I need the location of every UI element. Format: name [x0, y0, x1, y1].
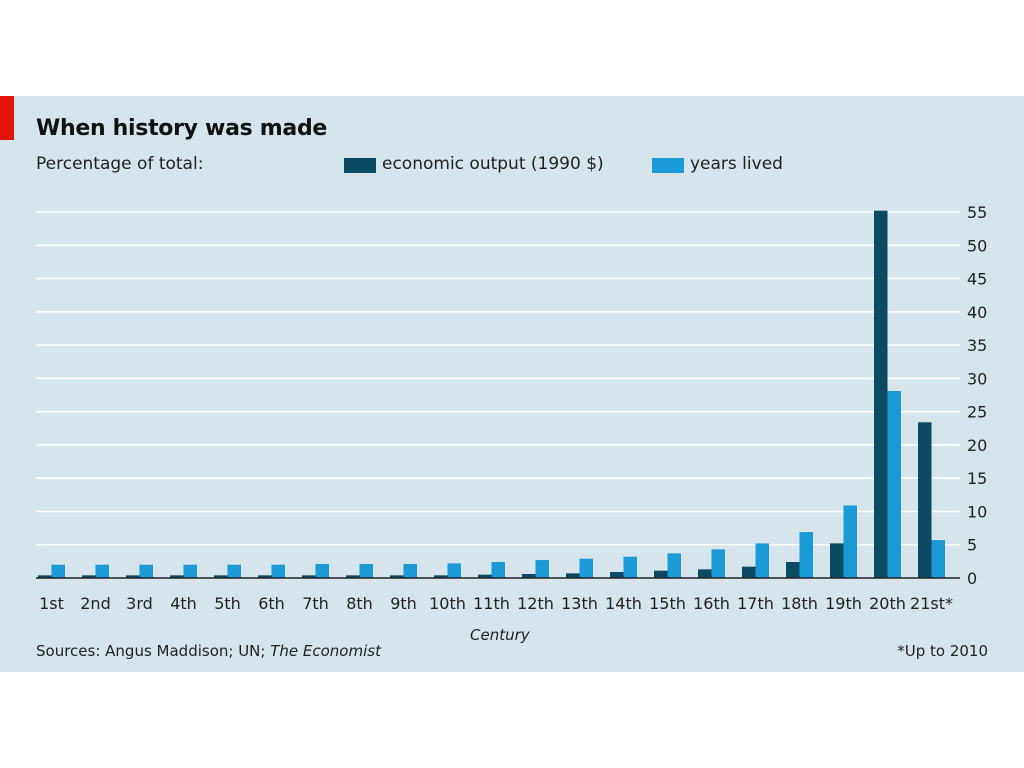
x-tick-label: 15th	[649, 594, 686, 613]
bar-economic-output	[38, 575, 52, 578]
bar-years-lived	[579, 558, 593, 578]
bar-economic-output	[214, 575, 228, 578]
y-tick-label: 20	[967, 436, 987, 455]
bar-years-lived	[403, 564, 417, 578]
bar-economic-output	[522, 574, 536, 578]
bar-years-lived	[535, 560, 549, 578]
source-note: Sources: Angus Maddison; UN; The Economi…	[36, 642, 381, 660]
bar-years-lived	[711, 549, 725, 578]
bar-economic-output	[786, 562, 800, 578]
y-tick-label: 45	[967, 270, 987, 289]
footnote: *Up to 2010	[897, 642, 988, 660]
x-tick-label: 11th	[473, 594, 510, 613]
bar-years-lived	[95, 564, 109, 578]
bar-years-lived	[447, 563, 461, 578]
legend-label-years-lived: years lived	[690, 154, 783, 174]
bar-years-lived	[315, 564, 329, 578]
brand-red-tab	[0, 96, 14, 140]
source-text: Sources: Angus Maddison; UN;	[36, 642, 271, 660]
x-tick-label: 5th	[214, 594, 241, 613]
bar-years-lived	[755, 543, 769, 578]
x-tick-label: 6th	[258, 594, 285, 613]
x-tick-label: 14th	[605, 594, 642, 613]
x-tick-label: 16th	[693, 594, 730, 613]
bar-years-lived	[799, 532, 813, 578]
bar-economic-output	[82, 575, 96, 578]
x-tick-label: 12th	[517, 594, 554, 613]
x-tick-label: 2nd	[80, 594, 110, 613]
bar-years-lived	[271, 564, 285, 578]
y-tick-label: 0	[967, 569, 977, 588]
bar-economic-output	[126, 575, 140, 578]
x-tick-label: 9th	[390, 594, 417, 613]
bar-years-lived	[667, 553, 681, 578]
x-tick-label: 21st*	[910, 594, 953, 613]
source-publication: The Economist	[270, 642, 381, 660]
bar-years-lived	[887, 391, 901, 578]
y-tick-label: 35	[967, 336, 987, 355]
bar-years-lived	[491, 562, 505, 578]
bar-economic-output	[478, 574, 492, 578]
bar-years-lived	[139, 564, 153, 578]
x-tick-label: 19th	[825, 594, 862, 613]
y-tick-label: 50	[967, 236, 987, 255]
y-tick-label: 5	[967, 536, 977, 555]
x-axis-title: Century	[470, 626, 530, 644]
x-tick-label: 20th	[869, 594, 906, 613]
bar-years-lived	[183, 564, 197, 578]
bar-years-lived	[359, 564, 373, 578]
x-tick-label: 3rd	[126, 594, 153, 613]
bar-economic-output	[830, 543, 844, 578]
x-tick-label: 7th	[302, 594, 329, 613]
bar-economic-output	[258, 575, 272, 578]
x-tick-label: 8th	[346, 594, 373, 613]
chart-subtitle: Percentage of total:	[36, 154, 204, 174]
bar-economic-output	[346, 575, 360, 578]
y-tick-label: 15	[967, 469, 987, 488]
bar-economic-output	[918, 422, 932, 578]
x-tick-label: 17th	[737, 594, 774, 613]
bar-economic-output	[742, 566, 756, 578]
bar-years-lived	[931, 540, 945, 578]
chart-title: When history was made	[36, 116, 328, 141]
x-tick-label: 4th	[170, 594, 197, 613]
bar-years-lived	[843, 505, 857, 578]
legend-swatch-economic-output	[344, 158, 376, 173]
y-tick-label: 40	[967, 303, 987, 322]
bar-economic-output	[302, 575, 316, 578]
x-tick-label: 1st	[39, 594, 64, 613]
bar-economic-output	[698, 569, 712, 578]
bar-economic-output	[390, 575, 404, 578]
bar-economic-output	[874, 210, 888, 578]
bar-years-lived	[623, 556, 637, 578]
x-tick-label: 10th	[429, 594, 466, 613]
y-tick-label: 25	[967, 403, 987, 422]
bar-economic-output	[566, 573, 580, 578]
y-tick-label: 10	[967, 502, 987, 521]
bar-years-lived	[227, 564, 241, 578]
x-tick-label: 13th	[561, 594, 598, 613]
legend-label-economic-output: economic output (1990 $)	[382, 154, 604, 174]
y-tick-label: 30	[967, 369, 987, 388]
bar-years-lived	[51, 564, 65, 578]
bar-economic-output	[170, 575, 184, 578]
x-tick-label: 18th	[781, 594, 818, 613]
bar-economic-output	[654, 570, 668, 578]
y-tick-label: 55	[967, 203, 987, 222]
legend-swatch-years-lived	[652, 158, 684, 173]
bar-economic-output	[610, 572, 624, 578]
bar-economic-output	[434, 575, 448, 578]
